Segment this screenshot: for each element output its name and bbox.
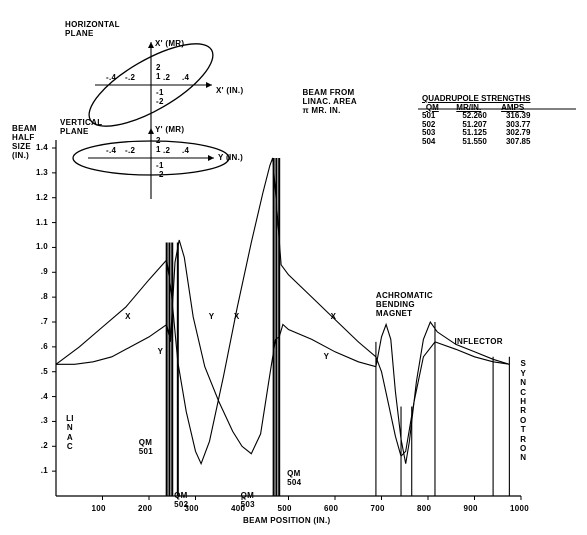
x-axis-label: BEAM POSITION (IN.) (243, 516, 331, 525)
series-label: Y (323, 351, 330, 361)
phase-plot-y-tick: 2 (156, 136, 161, 145)
y-tick-label: .2 (40, 441, 48, 451)
annotation-label: QM 504 (287, 468, 302, 487)
series-label: X (330, 312, 337, 322)
phase-plot-x-label: X' (IN.) (216, 86, 244, 95)
phase-plot-x-tick: -.4 (106, 73, 117, 82)
table-header-qm: QM (425, 102, 439, 112)
x-tick-label: 100 (91, 504, 106, 513)
phase-plot-x-tick: -.4 (106, 146, 117, 155)
phase-ellipse (72, 140, 230, 176)
x-tick-label: 500 (277, 504, 292, 513)
table-cell: 502 (422, 119, 436, 129)
table-cell: 307.85 (505, 136, 531, 146)
y-tick-label: 1.3 (35, 167, 48, 177)
phase-ellipse (88, 43, 214, 127)
phase-plot-y-label: Y' (MR) (155, 125, 185, 134)
vertical-label: SYNCHROTRON (520, 359, 527, 463)
y-tick-label: .5 (40, 366, 48, 376)
y-tick-label: .6 (40, 341, 48, 351)
phase-plot-x-tick: .4 (182, 146, 190, 155)
table-cell: 501 (422, 111, 436, 121)
x-tick-label: 1000 (510, 504, 529, 513)
phase-plot-y-label: X' (MR) (155, 39, 185, 48)
phase-plot-x-label: Y (IN.) (218, 153, 244, 162)
x-tick-label: 300 (184, 504, 199, 513)
table-cell: 303.77 (505, 119, 531, 129)
table-row: 501 52.260 316.39 (418, 112, 534, 121)
series-label: Y (157, 346, 164, 356)
table-row: 504 51.550 307.85 (418, 136, 534, 147)
y-axis-label: BEAM HALF SIZE (IN.) (12, 124, 37, 160)
vertical-label: LINAC (66, 413, 74, 452)
y-tick-label: .8 (40, 292, 48, 302)
phase-plot-x-tick: -.2 (125, 146, 136, 155)
table-row: 503 51.125 302.79 (418, 129, 534, 138)
x-tick-label: 200 (138, 504, 153, 513)
annotation-label: INFLECTOR (454, 336, 503, 346)
phase-plot-title: VERTICAL PLANE (60, 118, 103, 136)
table-cell: 316.39 (505, 111, 531, 121)
table-row: 502 51.207 303.77 (418, 119, 534, 130)
series-label: X (125, 312, 131, 322)
table-title: QUADRUPOLE STRENGTHS (422, 94, 531, 103)
x-tick-label: 700 (370, 504, 385, 513)
table-cell: 504 (422, 136, 436, 146)
series-line-y (56, 239, 510, 464)
series-line-x (55, 157, 510, 466)
x-tick-label: 600 (324, 504, 339, 513)
series-label: X (233, 312, 240, 322)
table-cell: 302.79 (505, 128, 531, 138)
annotation-label: BEAM FROM LINAC. AREA π MR. IN. (302, 88, 357, 116)
y-tick-label: 1.1 (35, 217, 48, 227)
phase-plot-x-tick: -.2 (125, 73, 136, 82)
table-cell: 503 (422, 128, 436, 138)
y-tick-label: 1.2 (35, 192, 48, 202)
phase-plot-y-tick: 1 (156, 145, 161, 154)
phase-plot-x-tick: .4 (182, 73, 190, 82)
x-tick-label: 800 (417, 504, 432, 513)
y-tick-label: .9 (40, 267, 48, 277)
y-tick-label: .3 (40, 416, 48, 426)
phase-plot-x-tick: .2 (163, 73, 171, 82)
series-label: Y (208, 312, 215, 322)
y-tick-label: .4 (40, 391, 48, 401)
arrow-icon (208, 155, 214, 161)
x-tick-label: 900 (463, 504, 478, 513)
arrow-icon (206, 82, 212, 88)
y-tick-label: .7 (40, 317, 48, 326)
table-cell: 51.207 (462, 119, 487, 129)
annotation-label: QM 502 (174, 491, 189, 510)
annotation-label: QM 501 (138, 437, 154, 456)
table-header-amps: AMPS (501, 102, 525, 112)
phase-plot-y-tick: 1 (156, 72, 161, 81)
annotation-label: QM 503 (240, 491, 255, 510)
annotation-label: ACHROMATIC BENDING MAGNET (375, 290, 433, 318)
table-cell: 52.260 (462, 111, 487, 121)
phase-plot-y-tick: 2 (156, 63, 161, 72)
y-tick-label: 1.4 (35, 143, 48, 152)
phase-plot-y-tick: -2 (156, 170, 164, 179)
quadrupole-strengths-table: QUADRUPOLE STRENGTHS QM MR/IN. AMPS 501 … (418, 94, 534, 147)
phase-plot-y-tick: -1 (156, 88, 164, 97)
phase-plot-y-tick: -2 (156, 97, 164, 106)
arrow-icon (148, 128, 154, 134)
x-tick-label: 400 (231, 504, 246, 513)
phase-plot-y-tick: -1 (156, 161, 164, 170)
phase-plot-title: HORIZONTAL PLANE (65, 20, 120, 38)
y-tick-label: .1 (40, 466, 48, 476)
table-cell: 51.550 (462, 136, 487, 146)
table-header-mrin: MR/IN. (456, 102, 482, 112)
y-tick-label: 1.0 (35, 242, 48, 252)
phase-plot-x-tick: .2 (163, 146, 171, 155)
table-cell: 51.125 (462, 128, 487, 138)
arrow-icon (148, 42, 154, 48)
